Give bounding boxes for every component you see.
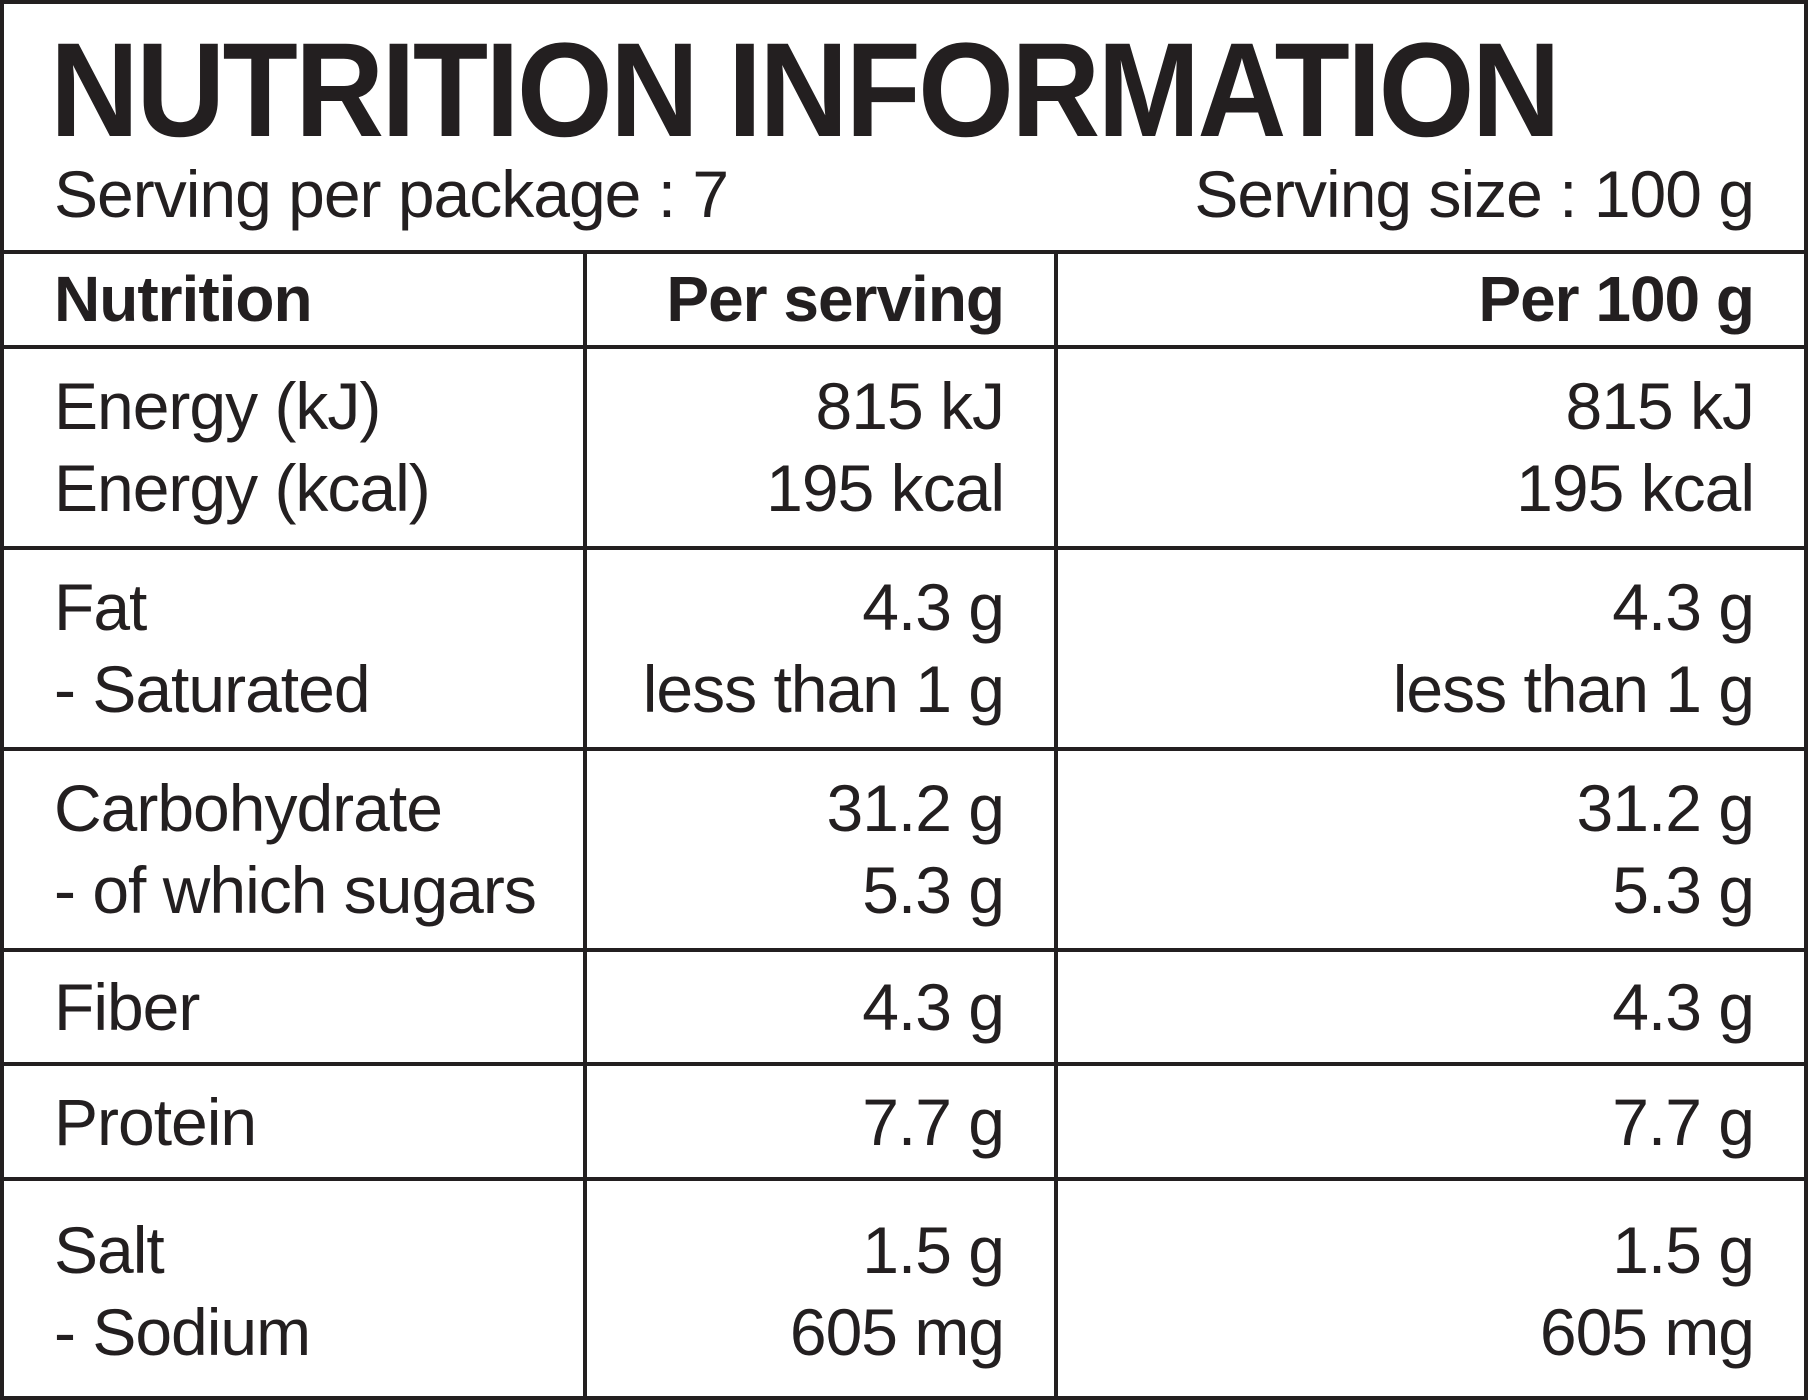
per-serving-value: 815 kJ [815,369,1005,444]
table-row-energy: Energy (kJ) Energy (kcal) 815 kJ 195 kca… [4,344,1804,548]
nutrient-name: - of which sugars [54,853,537,928]
per-serving-value: 5.3 g [862,853,1005,928]
per-100g-value: 1.5 g [1612,1212,1755,1287]
nutrient-name: Energy (kJ) [54,369,381,444]
table-row-fiber: Fiber 4.3 g 4.3 g [4,947,1804,1065]
column-header-per-serving: Per serving [583,250,1056,347]
per-100g-cell: 4.3 g [1054,947,1804,1065]
nutrition-table: Nutrition Per serving Per 100 g Energy (… [4,250,1804,1400]
per-100g-cell: 31.2 g 5.3 g [1054,746,1804,950]
table-header-row: Nutrition Per serving Per 100 g [4,250,1804,347]
per-serving-cell: 4.3 g less than 1 g [583,545,1056,749]
column-header-per-100g: Per 100 g [1054,250,1804,347]
per-serving-value: 4.3 g [862,570,1005,645]
nutrient-name-cell: Protein [4,1062,585,1180]
per-serving-cell: 1.5 g 605 mg [583,1177,1056,1400]
per-100g-value: 7.7 g [1612,1084,1755,1159]
per-serving-cell: 815 kJ 195 kcal [583,344,1056,548]
nutrient-name: - Sodium [54,1294,311,1369]
per-100g-cell: 7.7 g [1054,1062,1804,1180]
nutrient-name: Protein [54,1084,257,1159]
per-100g-cell: 4.3 g less than 1 g [1054,545,1804,749]
per-100g-value: 815 kJ [1565,369,1755,444]
per-100g-value: 4.3 g [1612,969,1755,1044]
per-100g-value: 605 mg [1539,1294,1755,1369]
serving-size: Serving size : 100 g [1194,157,1755,231]
table-row-fat: Fat - Saturated 4.3 g less than 1 g 4.3 … [4,545,1804,749]
per-serving-value: less than 1 g [642,652,1005,727]
per-serving-cell: 7.7 g [583,1062,1056,1180]
per-100g-value: 5.3 g [1612,853,1755,928]
label-title: NUTRITION INFORMATION [50,16,1561,165]
nutrient-name: Fat [54,570,147,645]
nutrient-name: Salt [54,1212,165,1287]
per-serving-value: 4.3 g [862,969,1005,1044]
per-100g-value: less than 1 g [1392,652,1755,727]
nutrient-name: - Saturated [54,652,371,727]
per-100g-cell: 815 kJ 195 kcal [1054,344,1804,548]
nutrient-name-cell: Fiber [4,947,585,1065]
serving-per-package: Serving per package : 7 [54,157,729,231]
per-100g-value: 31.2 g [1576,771,1756,846]
per-serving-cell: 31.2 g 5.3 g [583,746,1056,950]
nutrient-name-cell: Salt - Sodium [4,1177,585,1400]
per-serving-value: 7.7 g [862,1084,1005,1159]
nutrient-name-cell: Energy (kJ) Energy (kcal) [4,344,585,548]
per-serving-value: 195 kcal [766,451,1005,526]
nutrient-name-cell: Carbohydrate - of which sugars [4,746,585,950]
nutrient-name: Fiber [54,969,200,1044]
column-header-nutrition: Nutrition [4,250,585,347]
nutrient-name: Carbohydrate [54,771,443,846]
per-serving-value: 1.5 g [862,1212,1005,1287]
table-row-protein: Protein 7.7 g 7.7 g [4,1062,1804,1180]
per-100g-cell: 1.5 g 605 mg [1054,1177,1804,1400]
per-100g-value: 4.3 g [1612,570,1755,645]
nutrient-name: Energy (kcal) [54,451,431,526]
table-row-salt: Salt - Sodium 1.5 g 605 mg 1.5 g 605 mg [4,1177,1804,1400]
nutrient-name-cell: Fat - Saturated [4,545,585,749]
per-serving-value: 31.2 g [826,771,1006,846]
per-serving-cell: 4.3 g [583,947,1056,1065]
per-100g-value: 195 kcal [1516,451,1755,526]
per-serving-value: 605 mg [789,1294,1005,1369]
table-row-carbohydrate: Carbohydrate - of which sugars 31.2 g 5.… [4,746,1804,950]
